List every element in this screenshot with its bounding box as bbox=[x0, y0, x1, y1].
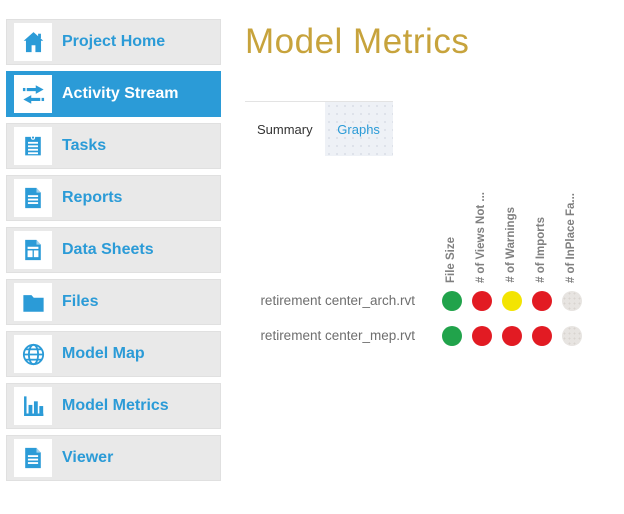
sidebar-item-label: Tasks bbox=[62, 137, 107, 154]
row-label: retirement center_mep.rvt bbox=[260, 328, 415, 343]
activity-arrows-icon bbox=[14, 75, 52, 113]
column-header-of-warnings: # of Warnings bbox=[497, 168, 527, 283]
sidebar-item-reports[interactable]: Reports bbox=[6, 175, 221, 221]
bar-chart-icon bbox=[14, 387, 52, 425]
globe-icon bbox=[14, 335, 52, 373]
row-label: retirement center_arch.rvt bbox=[260, 293, 415, 308]
sidebar-item-data-sheets[interactable]: Data Sheets bbox=[6, 227, 221, 273]
column-header-file-size: File Size bbox=[437, 168, 467, 283]
status-cell bbox=[527, 283, 557, 318]
status-dot-green[interactable] bbox=[442, 290, 462, 311]
home-icon bbox=[14, 23, 52, 61]
status-cell bbox=[437, 318, 467, 353]
model-metrics-matrix: File Size # of Views Not ... # of Warnings… bbox=[245, 168, 587, 353]
sidebar-item-label: Model Metrics bbox=[62, 397, 169, 414]
page-title: Model Metrics bbox=[245, 22, 470, 61]
sidebar-item-files[interactable]: Files bbox=[6, 279, 221, 325]
status-dot-red[interactable] bbox=[532, 290, 552, 311]
status-dot-red[interactable] bbox=[502, 325, 522, 346]
sidebar-item-label: Files bbox=[62, 293, 99, 310]
status-cell bbox=[497, 318, 527, 353]
sidebar-item-label: Activity Stream bbox=[62, 85, 179, 102]
clipboard-icon bbox=[14, 127, 52, 165]
sidebar-item-label: Data Sheets bbox=[62, 241, 154, 258]
status-dot-gray[interactable] bbox=[562, 325, 582, 346]
main-content: Model Metrics Summary Graphs File Size # o… bbox=[245, 22, 620, 502]
status-dot-green[interactable] bbox=[442, 325, 462, 346]
status-cell bbox=[467, 283, 497, 318]
sidebar-item-tasks[interactable]: Tasks bbox=[6, 123, 221, 169]
sidebar-item-viewer[interactable]: Viewer bbox=[6, 435, 221, 481]
status-dot-red[interactable] bbox=[472, 325, 492, 346]
column-header-label: File Size bbox=[445, 236, 458, 283]
header-spacer bbox=[245, 168, 437, 283]
status-dot-gray[interactable] bbox=[562, 290, 582, 311]
tab-summary[interactable]: Summary bbox=[245, 102, 325, 156]
sidebar-item-label: Model Map bbox=[62, 345, 145, 362]
status-cell bbox=[437, 283, 467, 318]
status-cell bbox=[527, 318, 557, 353]
status-cell bbox=[467, 318, 497, 353]
matrix-grid: File Size # of Views Not ... # of Warnings… bbox=[245, 168, 587, 353]
status-dot-yellow[interactable] bbox=[502, 290, 522, 311]
sidebar-item-project-home[interactable]: Project Home bbox=[6, 19, 221, 65]
folder-icon bbox=[14, 283, 52, 321]
status-cell bbox=[557, 318, 587, 353]
status-cell bbox=[557, 283, 587, 318]
sidebar-item-model-metrics[interactable]: Model Metrics bbox=[6, 383, 221, 429]
sidebar-item-label: Reports bbox=[62, 189, 123, 206]
viewer-document-icon bbox=[14, 439, 52, 477]
column-header-label: # of Views Not ... bbox=[475, 191, 488, 283]
column-header-of-inplace-fa: # of InPlace Fa... bbox=[557, 168, 587, 283]
sidebar-item-label: Viewer bbox=[62, 449, 114, 466]
status-dot-red[interactable] bbox=[532, 325, 552, 346]
status-dot-red[interactable] bbox=[472, 290, 492, 311]
sidebar-item-label: Project Home bbox=[62, 33, 166, 50]
tab-label: Summary bbox=[257, 121, 313, 137]
column-header-of-views-not: # of Views Not ... bbox=[467, 168, 497, 283]
data-sheet-icon bbox=[14, 231, 52, 269]
sidebar: Project Home Activity Stream Tasks Repor… bbox=[6, 19, 221, 487]
tab-bar: Summary Graphs bbox=[245, 101, 393, 156]
tab-graphs[interactable]: Graphs bbox=[324, 102, 393, 156]
column-header-of-imports: # of Imports bbox=[527, 168, 557, 283]
sidebar-item-model-map[interactable]: Model Map bbox=[6, 331, 221, 377]
report-document-icon bbox=[14, 179, 52, 217]
status-cell bbox=[497, 283, 527, 318]
sidebar-item-activity-stream[interactable]: Activity Stream bbox=[6, 71, 221, 117]
column-header-label: # of Imports bbox=[535, 217, 548, 283]
column-header-label: # of InPlace Fa... bbox=[565, 192, 578, 283]
column-header-label: # of Warnings bbox=[505, 207, 518, 283]
tab-label: Graphs bbox=[337, 121, 380, 137]
